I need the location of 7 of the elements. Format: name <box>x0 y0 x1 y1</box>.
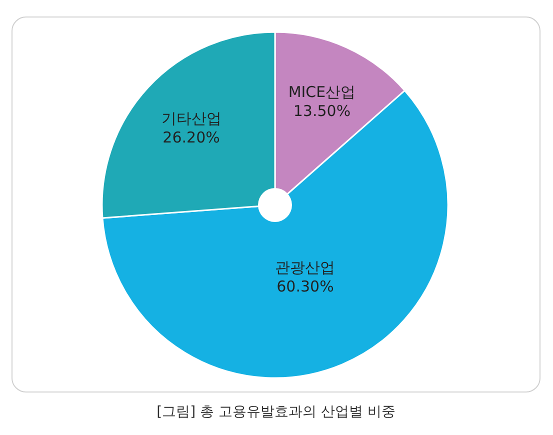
slice-label: 기타산업 <box>161 109 222 128</box>
slice-label: MICE산업 <box>288 82 356 101</box>
data-label: 26.20% <box>162 128 220 146</box>
data-label: 60.30% <box>276 278 334 296</box>
text: [그림] 총 고용유발효과의 산업별 비중 <box>156 404 396 420</box>
data-label: 13.50% <box>293 102 351 120</box>
slice-label: 관광산업 <box>275 258 336 277</box>
